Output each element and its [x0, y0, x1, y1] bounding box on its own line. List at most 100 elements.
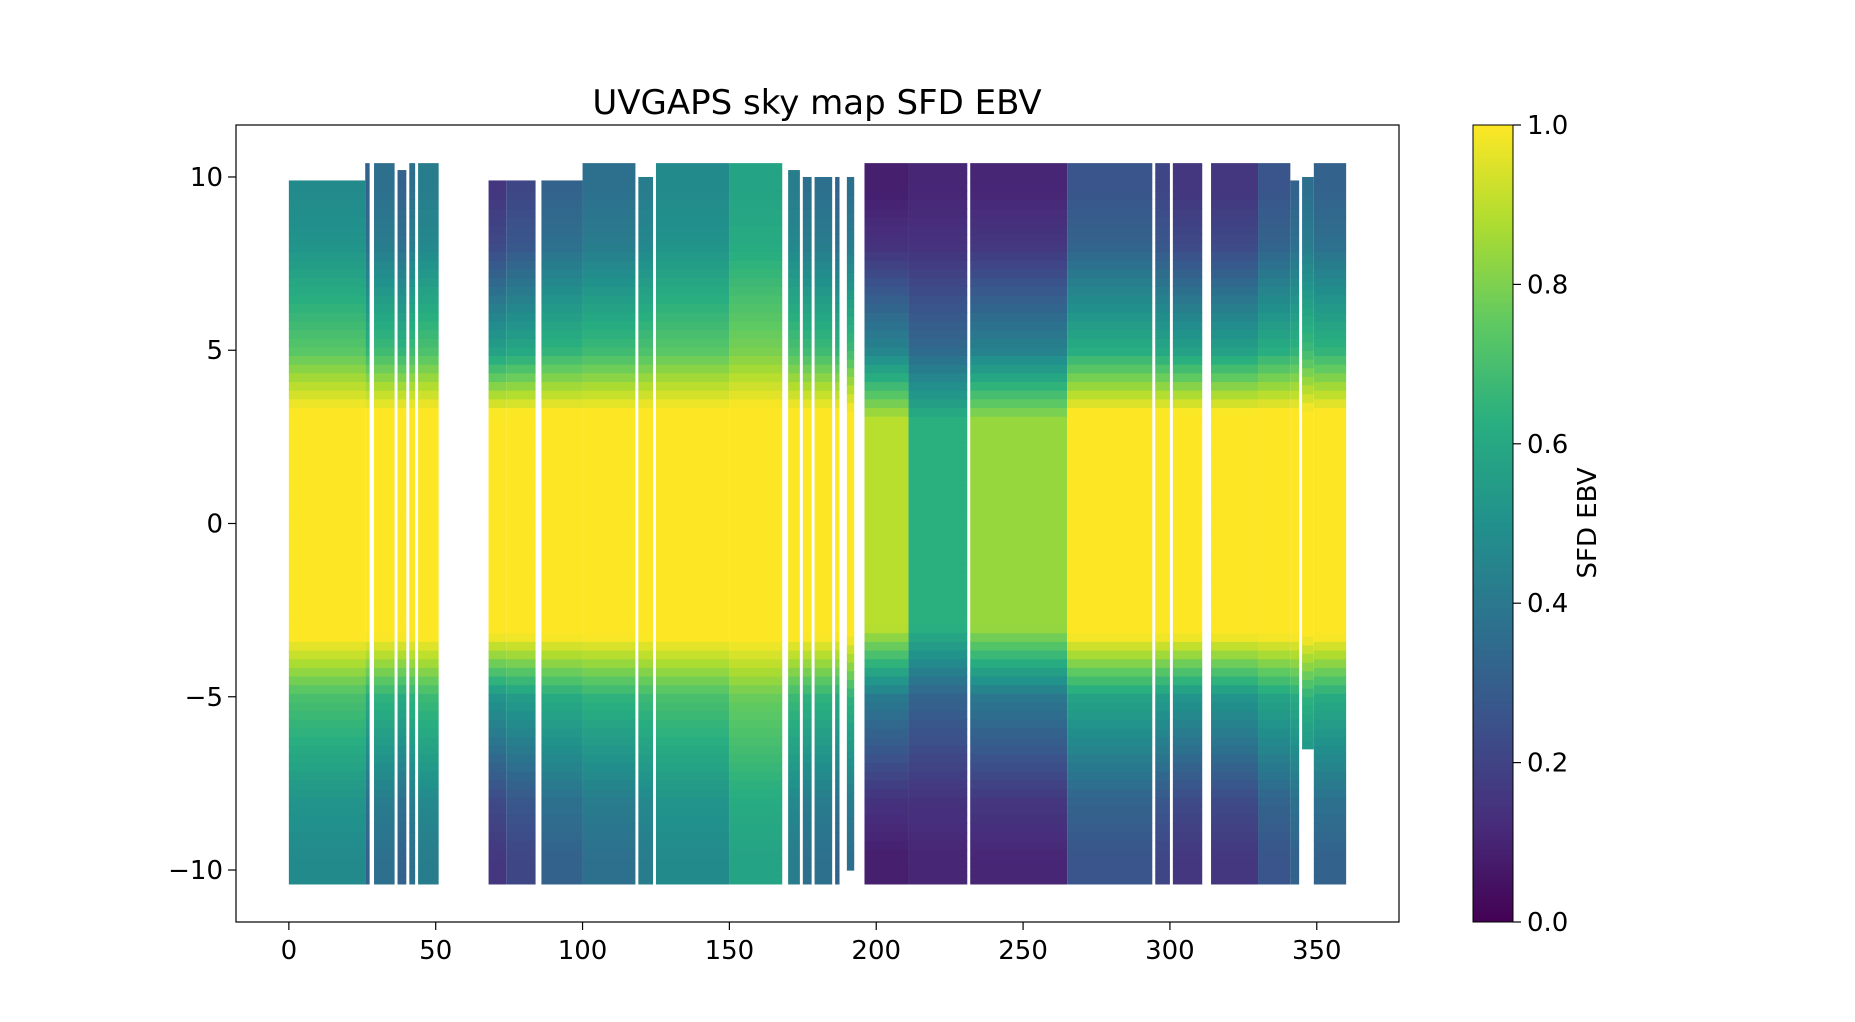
heatmap-cell — [846, 280, 855, 291]
heatmap-cell — [1302, 480, 1314, 490]
heatmap-cell — [1258, 779, 1291, 790]
heatmap-cell — [288, 814, 366, 824]
heatmap-cell — [970, 355, 1068, 365]
heatmap-cell — [1155, 788, 1170, 798]
heatmap-cell — [409, 338, 416, 348]
heatmap-cell — [288, 632, 366, 642]
heatmap-cell — [802, 407, 812, 417]
heatmap-cell — [409, 849, 416, 859]
heatmap-cell — [835, 831, 840, 842]
heatmap-cell — [1067, 242, 1153, 253]
heatmap-cell — [541, 598, 583, 608]
heatmap-cell — [582, 598, 636, 608]
heatmap-cell — [970, 788, 1068, 798]
heatmap-cell — [1290, 823, 1300, 833]
heatmap-cell — [582, 814, 636, 824]
heatmap-cell — [409, 251, 416, 261]
heatmap-cell — [506, 771, 536, 781]
heatmap-cell — [541, 381, 583, 391]
coverage-strip — [788, 170, 800, 885]
heatmap-cell — [1067, 823, 1153, 833]
heatmap-cell — [1172, 649, 1203, 660]
heatmap-cell — [864, 398, 909, 409]
heatmap-cell — [418, 494, 439, 504]
heatmap-cell — [374, 398, 395, 409]
heatmap-cell — [908, 424, 968, 434]
heatmap-cell — [397, 190, 407, 201]
coverage-strip — [1290, 180, 1300, 885]
heatmap-cell — [1258, 476, 1291, 486]
heatmap-cell — [788, 814, 800, 824]
heatmap-cell — [374, 563, 395, 573]
heatmap-cell — [418, 675, 439, 686]
heatmap-cell — [409, 303, 416, 313]
heatmap-cell — [970, 528, 1068, 538]
heatmap-cell — [788, 528, 800, 538]
heatmap-cell — [802, 442, 812, 452]
heatmap-cell — [541, 589, 583, 599]
heatmap-cell — [729, 468, 783, 478]
heatmap-cell — [1067, 520, 1153, 530]
heatmap-cell — [397, 693, 407, 703]
heatmap-cell — [864, 753, 909, 764]
heatmap-cell — [582, 554, 636, 564]
heatmap-cell — [655, 163, 730, 166]
heatmap-cell — [814, 442, 833, 452]
heatmap-cell — [506, 736, 536, 746]
heatmap-cell — [488, 580, 507, 590]
heatmap-cell — [288, 797, 366, 807]
heatmap-cell — [835, 407, 840, 417]
heatmap-cell — [409, 615, 416, 625]
coverage-strip — [506, 180, 536, 885]
heatmap-cell — [814, 364, 833, 374]
heatmap-cell — [288, 823, 366, 833]
heatmap-cell — [418, 468, 439, 478]
heatmap-cell — [729, 546, 783, 556]
heatmap-cell — [814, 494, 833, 504]
heatmap-cell — [1211, 554, 1259, 564]
heatmap-cell — [1258, 736, 1291, 746]
heatmap-cell — [409, 234, 416, 244]
heatmap-cell — [506, 745, 536, 755]
heatmap-cell — [409, 831, 416, 842]
heatmap-cell — [374, 520, 395, 530]
heatmap-cell — [365, 788, 370, 798]
heatmap-cell — [1172, 502, 1203, 512]
heatmap-cell — [288, 840, 366, 850]
heatmap-cell — [638, 494, 654, 504]
heatmap-cell — [1155, 753, 1170, 764]
heatmap-cell — [1313, 823, 1347, 833]
heatmap-cell — [802, 684, 812, 694]
heatmap-cell — [365, 727, 370, 738]
heatmap-cell — [418, 450, 439, 460]
heatmap-cell — [1211, 381, 1259, 391]
heatmap-cell — [1290, 320, 1300, 331]
heatmap-cell — [908, 632, 968, 642]
heatmap-cell — [397, 675, 407, 686]
heatmap-cell — [846, 774, 855, 784]
heatmap-cell — [418, 857, 439, 868]
heatmap-cell — [374, 286, 395, 296]
heatmap-cell — [409, 390, 416, 400]
heatmap-cell — [582, 606, 636, 616]
heatmap-cell — [365, 294, 370, 305]
heatmap-cell — [1302, 263, 1314, 273]
heatmap-cell — [374, 433, 395, 443]
heatmap-cell — [1172, 598, 1203, 608]
heatmap-cell — [1313, 173, 1347, 183]
heatmap-cell — [1302, 610, 1314, 620]
heatmap-cell — [908, 866, 968, 876]
heatmap-cell — [864, 502, 909, 512]
heatmap-cell — [970, 623, 1068, 634]
heatmap-cell — [409, 727, 416, 738]
heatmap-cell — [1155, 641, 1170, 651]
heatmap-cell — [488, 710, 507, 720]
heatmap-cell — [506, 623, 536, 634]
heatmap-cell — [541, 329, 583, 339]
heatmap-cell — [365, 658, 370, 668]
heatmap-cell — [1067, 424, 1153, 434]
heatmap-cell — [374, 580, 395, 590]
heatmap-cell — [729, 208, 783, 218]
heatmap-cell — [1067, 857, 1153, 868]
heatmap-cell — [1211, 598, 1259, 608]
